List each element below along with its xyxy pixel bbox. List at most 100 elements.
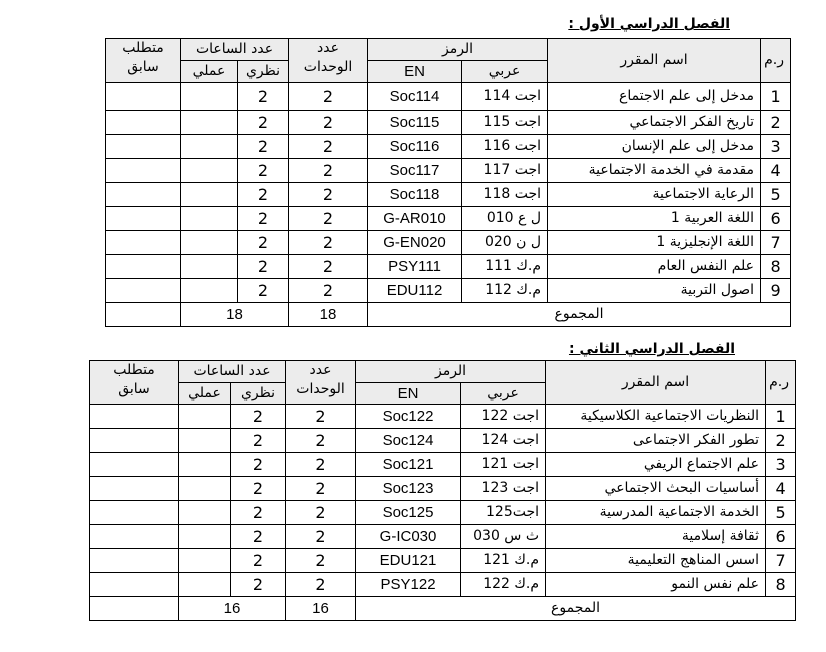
row-number: 9	[760, 278, 792, 303]
table-row: 9 اصول التربية م.ك 112 EDU112 2 2	[105, 278, 792, 303]
header-row: ر.م اسم المقرر الرمز عدد الوحدات عدد الساعات م…	[89, 360, 797, 405]
table-row: 4 أساسيات البحث الاجتماعي اجت 123 Soc123 2 2	[89, 476, 797, 501]
course-code-arabic: اجت 116	[461, 134, 549, 159]
course-code-arabic: م.ك 111	[461, 254, 549, 279]
course-code-english: Soc123	[355, 476, 462, 501]
col-header-prerequisite: متطلب سابق	[89, 360, 179, 405]
prereq-label-line2: سابق	[118, 381, 150, 397]
course-name: اسس المناهج التعليمية	[545, 548, 767, 573]
units-label-line2: الوحدات	[296, 381, 345, 397]
course-prerequisite	[105, 110, 181, 135]
course-code-arabic: اجت 124	[460, 428, 547, 453]
col-header-theory: نظري	[230, 382, 287, 405]
total-label: المجموع	[355, 596, 797, 621]
table-row: 8 علم نفس النمو م.ك 122 PSY122 2 2	[89, 572, 797, 597]
course-prerequisite	[89, 428, 179, 453]
prereq-label-line1: متطلب	[113, 362, 155, 378]
table-row: 3 علم الاجتماع الريفي اجت 121 Soc121 2 2	[89, 452, 797, 477]
course-code-english: EDU112	[367, 278, 463, 303]
row-number: 6	[765, 524, 797, 549]
row-number: 3	[765, 452, 797, 477]
course-theory-hours: 2	[237, 230, 290, 255]
course-units: 2	[285, 404, 357, 429]
row-number: 1	[760, 82, 792, 111]
course-units: 2	[285, 428, 357, 453]
course-prerequisite	[105, 158, 181, 183]
course-code-english: PSY122	[355, 572, 462, 597]
col-header-number: ر.م	[765, 360, 797, 405]
course-name: تطور الفكر الاجتماعى	[545, 428, 767, 453]
course-code-arabic: م.ك 122	[460, 572, 547, 597]
semester-2-title: الفصل الدراسي الثاني :	[568, 341, 735, 357]
table-row: 5 الرعاية الاجتماعية اجت 118 Soc118 2 2	[105, 182, 792, 207]
course-prerequisite	[89, 548, 179, 573]
row-number: 8	[760, 254, 792, 279]
course-units: 2	[285, 452, 357, 477]
course-theory-hours: 2	[230, 428, 287, 453]
row-number: 5	[765, 500, 797, 525]
subheader-row: عربي EN نظري عملي	[106, 60, 791, 83]
course-theory-hours: 2	[230, 500, 287, 525]
course-code-english: EDU121	[355, 548, 462, 573]
table-row: 2 تطور الفكر الاجتماعى اجت 124 Soc124 2 2	[89, 428, 797, 453]
course-name: الرعاية الاجتماعية	[547, 182, 762, 207]
table-row: 1 النظريات الاجتماعية الكلاسيكية اجت 122 So…	[89, 404, 797, 429]
course-code-english: Soc122	[355, 404, 462, 429]
course-practical-hours	[177, 500, 232, 525]
course-code-arabic: اجت 121	[460, 452, 547, 477]
course-name: مدخل إلى علم الإنسان	[547, 134, 762, 159]
total-hours: 16	[177, 596, 287, 621]
course-units: 2	[288, 206, 369, 231]
units-label-line1: عدد	[317, 40, 339, 56]
row-number: 2	[765, 428, 797, 453]
course-theory-hours: 2	[230, 524, 287, 549]
course-practical-hours	[179, 278, 239, 303]
course-code-arabic: اجت 122	[460, 404, 547, 429]
table-row: 2 تاريخ الفكر الاجتماعي اجت 115 Soc115 2 2	[105, 110, 792, 135]
course-theory-hours: 2	[230, 548, 287, 573]
course-units: 2	[288, 230, 369, 255]
course-code-english: G-AR010	[367, 206, 463, 231]
course-theory-hours: 2	[237, 278, 290, 303]
course-units: 2	[285, 524, 357, 549]
course-practical-hours	[177, 548, 232, 573]
col-header-units: عدد الوحدات	[285, 360, 357, 405]
row-number: 4	[765, 476, 797, 501]
course-units: 2	[288, 134, 369, 159]
col-header-code: الرمز	[355, 360, 547, 383]
total-hours: 18	[179, 302, 290, 327]
col-header-theory: نظري	[237, 60, 290, 83]
course-name: النظريات الاجتماعية الكلاسيكية	[545, 404, 767, 429]
course-prerequisite	[105, 254, 181, 279]
course-theory-hours: 2	[237, 158, 290, 183]
course-prerequisite	[105, 182, 181, 207]
total-label: المجموع	[367, 302, 792, 327]
course-code-arabic: اجت 114	[461, 82, 549, 111]
row-number: 5	[760, 182, 792, 207]
course-code-english: PSY111	[367, 254, 463, 279]
table-row: 1 مدخل إلى علم الاجتماع اجت 114 Soc114 2 2	[105, 82, 792, 111]
course-code-english: Soc121	[355, 452, 462, 477]
course-name: أساسيات البحث الاجتماعي	[545, 476, 767, 501]
col-header-hours: عدد الساعات	[177, 360, 287, 383]
course-units: 2	[288, 82, 369, 111]
course-theory-hours: 2	[237, 134, 290, 159]
course-code-arabic: اجت 118	[461, 182, 549, 207]
course-theory-hours: 2	[230, 404, 287, 429]
course-theory-hours: 2	[237, 82, 290, 111]
course-practical-hours	[177, 404, 232, 429]
course-name: اصول التربية	[547, 278, 762, 303]
course-code-arabic: اجت 115	[461, 110, 549, 135]
course-prerequisite	[89, 524, 179, 549]
units-label-line2: الوحدات	[303, 59, 353, 75]
course-theory-hours: 2	[237, 182, 290, 207]
subheader-row: عربي EN نظري عملي	[90, 382, 796, 405]
prereq-label-line2: سابق	[127, 59, 159, 75]
table-row: 7 اسس المناهج التعليمية م.ك 121 EDU121 2 2	[89, 548, 797, 573]
row-number: 7	[760, 230, 792, 255]
course-practical-hours	[179, 254, 239, 279]
row-number: 1	[765, 404, 797, 429]
course-theory-hours: 2	[230, 572, 287, 597]
